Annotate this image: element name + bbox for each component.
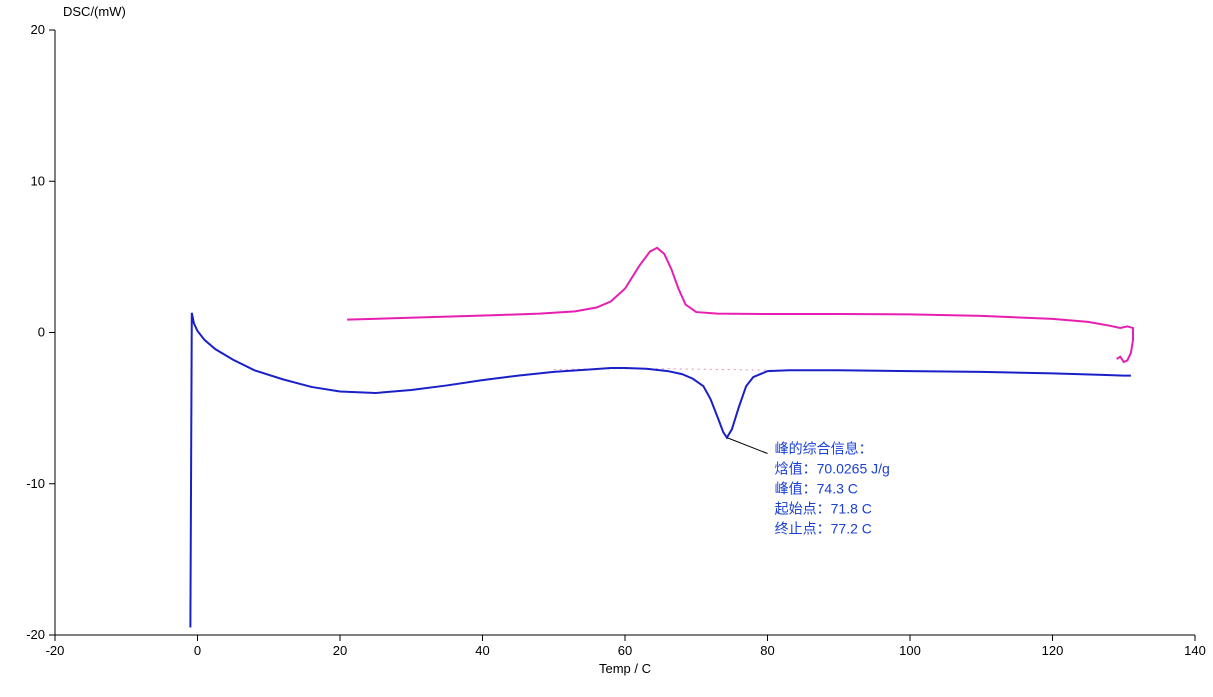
annotation-line: 峰的综合信息：: [775, 441, 873, 457]
y-tick-label: 20: [31, 22, 45, 37]
y-tick-label: -20: [26, 627, 45, 642]
series-cooling-magenta: [347, 248, 1133, 362]
annotation-label: 起始点：: [775, 501, 831, 517]
x-tick-label: 60: [618, 643, 632, 658]
annotation-label: 焓值：: [775, 461, 817, 477]
y-axis-title: DSC/(mW): [63, 4, 126, 19]
chart-svg: -20 -10 0 10 20 -20 0 20 40 60 80 100 120 140 DSC/(mW)…: [0, 0, 1213, 697]
annotation-value: 71.8 C: [831, 501, 872, 517]
annotation-line: 峰值：74.3 C: [775, 481, 858, 497]
x-tick-label: -20: [46, 643, 65, 658]
x-tick-label: 100: [899, 643, 921, 658]
y-tick-label: -10: [26, 476, 45, 491]
annotation-line: 终止点：77.2 C: [775, 521, 872, 537]
x-tick-label: 140: [1184, 643, 1206, 658]
dsc-chart: -20 -10 0 10 20 -20 0 20 40 60 80 100 120 140 DSC/(mW)…: [0, 0, 1213, 697]
y-tick-label: 0: [38, 325, 45, 340]
x-tick-label: 20: [333, 643, 347, 658]
annotation-line: 起始点：71.8 C: [775, 501, 872, 517]
annotation-value: 70.0265 J/g: [817, 461, 890, 477]
annotation-leader: [727, 438, 768, 454]
annotation-value: 77.2 C: [831, 521, 872, 537]
series-heating-blue: [190, 313, 1131, 628]
x-tick-label: 0: [194, 643, 201, 658]
annotation-label: 峰的综合信息：: [775, 441, 873, 457]
x-tick-label: 40: [475, 643, 489, 658]
annotation-label: 峰值：: [775, 481, 817, 497]
x-tick-label: 80: [760, 643, 774, 658]
y-tick-label: 10: [31, 173, 45, 188]
annotation-value: 74.3 C: [817, 481, 858, 497]
annotation-label: 终止点：: [775, 521, 831, 537]
x-axis-title: Temp / C: [599, 661, 651, 676]
annotation-line: 焓值：70.0265 J/g: [775, 461, 890, 477]
x-tick-label: 120: [1042, 643, 1064, 658]
